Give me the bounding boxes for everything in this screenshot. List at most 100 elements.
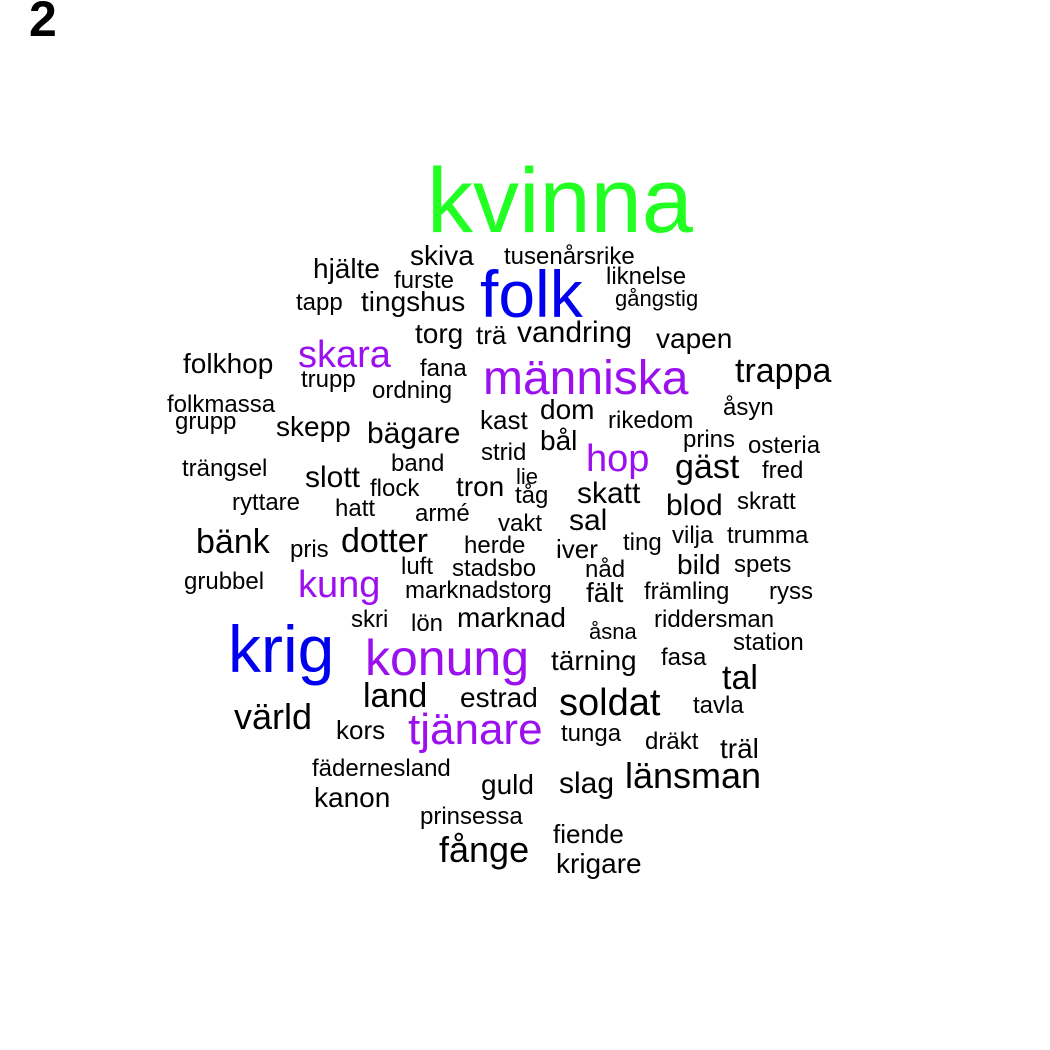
word-kanon: kanon [314, 782, 391, 813]
word-marknadstorg: marknadstorg [405, 577, 552, 604]
word-grubbel: grubbel [184, 568, 265, 595]
word-drakt: dräkt [645, 728, 699, 755]
word-osteria: osteria [748, 432, 821, 459]
word-fange: fånge [439, 829, 530, 870]
word-tarning: tärning [551, 645, 637, 676]
word-hjalte: hjälte [313, 253, 380, 284]
word-blod: blod [666, 489, 723, 522]
word-tral: träl [720, 733, 759, 764]
word-strid: strid [481, 439, 527, 466]
word-grupp: grupp [175, 408, 237, 435]
word-skatt: skatt [577, 477, 641, 510]
word-bild: bild [677, 549, 721, 580]
word-hatt: hatt [335, 495, 376, 522]
word-vandring: vandring [517, 316, 633, 349]
word-trappa: trappa [735, 352, 832, 390]
word-skratt: skratt [737, 488, 796, 515]
word-stadsbo: stadsbo [452, 555, 537, 582]
word-herde: herde [464, 532, 526, 559]
word-framling: främling [644, 578, 730, 605]
word-krig: krig [228, 612, 335, 686]
word-krigare: krigare [556, 848, 642, 879]
word-lie: lie [516, 464, 539, 489]
word-kast: kast [480, 405, 528, 435]
word-gast: gäst [675, 448, 740, 486]
word-marknad: marknad [457, 602, 566, 633]
word-ting: ting [623, 529, 662, 556]
word-tingshus: tingshus [361, 286, 466, 317]
word-tapp: tapp [296, 289, 343, 316]
word-furste: furste [394, 267, 455, 294]
word-tunga: tunga [561, 720, 622, 747]
word-kung: kung [298, 564, 381, 606]
word-land: land [363, 677, 428, 715]
word-soldat: soldat [559, 682, 661, 724]
word-tjanare: tjänare [408, 705, 543, 754]
word-skepp: skepp [276, 411, 351, 442]
word-hop: hop [586, 438, 650, 480]
word-pris: pris [290, 536, 329, 563]
word-rikedom: rikedom [608, 407, 694, 434]
word-bagare: bägare [367, 417, 461, 450]
word-konung: konung [365, 630, 530, 686]
word-torg: torg [415, 318, 464, 349]
word-prins: prins [683, 426, 736, 453]
word-tusenarsrike: tusenårsrike [504, 243, 635, 270]
word-lon: lön [411, 610, 444, 637]
word-tag: tåg [515, 482, 549, 509]
word-band: band [391, 450, 445, 477]
word-riddersman: riddersman [654, 606, 775, 633]
word-folkhop: folkhop [183, 348, 274, 379]
word-varld: värld [234, 696, 313, 737]
word-fana: fana [420, 355, 467, 382]
word-vilja: vilja [672, 522, 714, 549]
word-asyn: åsyn [723, 394, 774, 421]
word-vakt: vakt [498, 510, 543, 537]
word-gangstig: gångstig [615, 286, 699, 311]
word-dotter: dotter [341, 522, 428, 560]
word-fred: fred [762, 457, 804, 484]
word-slag: slag [559, 767, 615, 800]
word-station: station [733, 629, 804, 656]
word-manniska: människa [483, 352, 689, 405]
word-asna: åsna [589, 619, 637, 644]
word-tron: tron [456, 471, 505, 502]
word-guld: guld [481, 769, 534, 800]
panel-label: 2 [29, 0, 57, 47]
word-fadernesland: fädernesland [312, 755, 451, 782]
word-prinsessa: prinsessa [420, 803, 523, 830]
word-slott: slott [305, 461, 361, 494]
word-flock: flock [370, 475, 420, 502]
word-falt: fält [586, 577, 624, 608]
word-dom: dom [540, 394, 595, 425]
word-luft: luft [401, 553, 434, 580]
word-tal: tal [722, 659, 758, 697]
word-folkmassa: folkmassa [167, 391, 276, 418]
word-skiva: skiva [410, 240, 474, 271]
word-ryttare: ryttare [232, 489, 301, 516]
word-liknelse: liknelse [606, 263, 687, 290]
word-skara: skara [298, 334, 391, 376]
word-folk: folk [480, 257, 583, 331]
word-fasa: fasa [661, 644, 707, 671]
word-spets: spets [734, 551, 792, 578]
word-tavla: tavla [693, 692, 744, 719]
word-vapen: vapen [656, 323, 733, 354]
word-arme: armé [415, 500, 470, 527]
word-kors: kors [336, 715, 386, 745]
word-iver: iver [556, 534, 598, 564]
word-trangsel: trängsel [182, 455, 268, 482]
word-ordning: ordning [372, 377, 453, 404]
word-ryss: ryss [769, 578, 813, 605]
word-nad: nåd [585, 556, 626, 583]
word-sal: sal [569, 504, 608, 537]
word-trupp: trupp [301, 366, 356, 393]
word-lansman: länsman [625, 755, 762, 796]
word-tra: trä [476, 320, 507, 350]
word-fiende: fiende [553, 819, 624, 849]
word-bal: bål [540, 425, 578, 456]
word-trumma: trumma [727, 522, 809, 549]
word-skri: skri [351, 606, 389, 633]
word-kvinna: kvinna [427, 150, 693, 252]
